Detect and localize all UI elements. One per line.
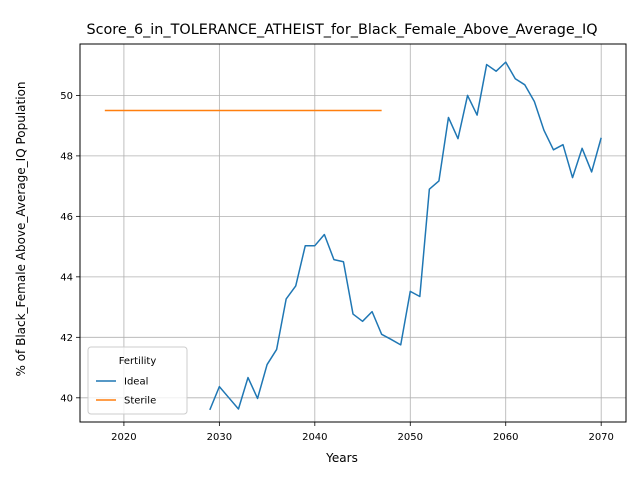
series-line-ideal bbox=[209, 61, 602, 411]
x-axis-ticks: 2020 2030 2040 2050 2060 2070 bbox=[111, 422, 614, 443]
x-tick-label: 2060 bbox=[493, 432, 518, 443]
y-tick-label: 40 bbox=[60, 393, 73, 404]
y-tick-label: 42 bbox=[60, 333, 73, 344]
x-tick-label: 2040 bbox=[302, 432, 327, 443]
chart-title: Score_6_in_TOLERANCE_ATHEIST_for_Black_F… bbox=[86, 22, 597, 38]
y-tick-label: 48 bbox=[60, 151, 73, 162]
legend-label-sterile: Sterile bbox=[124, 396, 156, 407]
y-tick-label: 50 bbox=[60, 91, 73, 102]
legend-label-ideal: Ideal bbox=[124, 377, 148, 388]
plot-frame bbox=[79, 43, 627, 423]
y-tick-label: 44 bbox=[60, 272, 73, 283]
x-tick-label: 2020 bbox=[111, 432, 136, 443]
x-tick-label: 2050 bbox=[398, 432, 423, 443]
legend-title: Fertility bbox=[119, 356, 157, 367]
x-tick-label: 2030 bbox=[207, 432, 232, 443]
x-tick-label: 2070 bbox=[588, 432, 613, 443]
y-tick-label: 46 bbox=[60, 212, 73, 223]
series-lines bbox=[104, 61, 602, 411]
legend: Fertility Ideal Sterile bbox=[87, 346, 188, 415]
legend-box bbox=[87, 346, 188, 415]
y-axis-label: % of Black_Female Above_Average_IQ Popul… bbox=[14, 81, 28, 376]
x-axis-label: Years bbox=[325, 451, 358, 465]
y-axis-ticks: 40 42 44 46 48 50 bbox=[60, 91, 80, 404]
